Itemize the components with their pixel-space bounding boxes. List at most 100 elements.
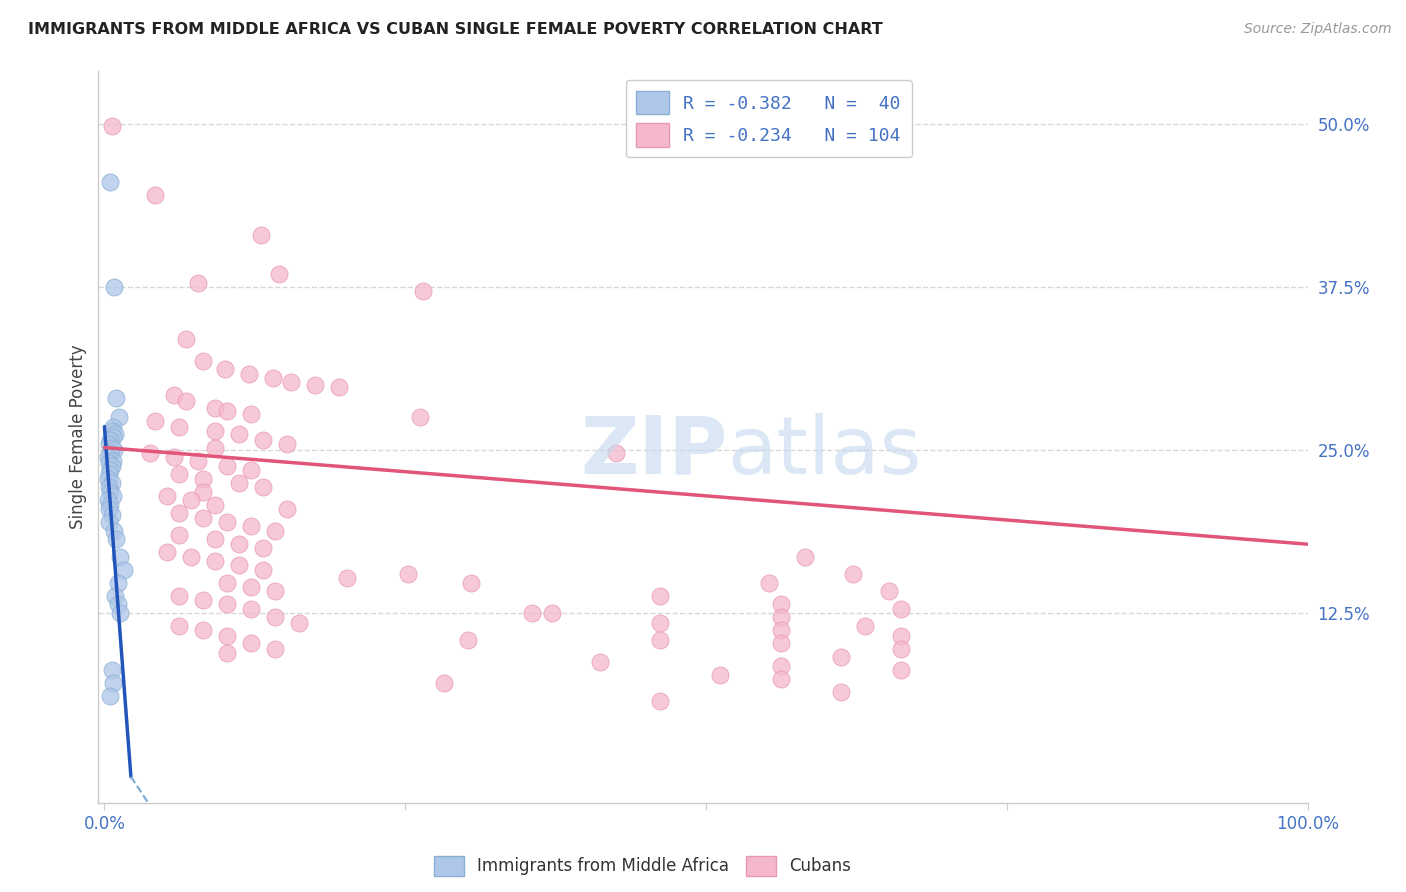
Point xyxy=(276,502,298,516)
Point xyxy=(890,663,912,677)
Point xyxy=(100,175,122,189)
Point xyxy=(187,276,209,290)
Point xyxy=(830,685,852,699)
Point xyxy=(100,458,122,473)
Point xyxy=(191,485,214,500)
Point xyxy=(304,377,326,392)
Point xyxy=(252,480,274,494)
Point xyxy=(101,453,124,467)
Point xyxy=(457,632,479,647)
Point xyxy=(240,636,263,650)
Point xyxy=(187,453,209,467)
Point xyxy=(139,446,162,460)
Point xyxy=(240,580,263,594)
Point xyxy=(100,485,122,500)
Point xyxy=(167,419,190,434)
Point xyxy=(100,498,122,512)
Point xyxy=(252,541,274,555)
Point xyxy=(650,694,672,708)
Point xyxy=(101,419,124,434)
Point xyxy=(217,629,239,643)
Point xyxy=(97,472,120,486)
Point xyxy=(100,463,122,477)
Point xyxy=(217,646,239,660)
Point xyxy=(174,393,197,408)
Point xyxy=(100,433,122,447)
Point xyxy=(98,502,121,516)
Point xyxy=(217,515,239,529)
Point xyxy=(103,280,125,294)
Point xyxy=(163,450,186,464)
Point xyxy=(605,446,627,460)
Point xyxy=(167,619,190,633)
Y-axis label: Single Female Poverty: Single Female Poverty xyxy=(69,345,87,529)
Point xyxy=(204,532,226,546)
Point xyxy=(890,641,912,656)
Point xyxy=(328,380,350,394)
Point xyxy=(650,590,672,604)
Point xyxy=(107,576,129,591)
Point xyxy=(396,567,419,582)
Point xyxy=(101,489,124,503)
Point xyxy=(98,436,121,450)
Point xyxy=(104,427,127,442)
Point xyxy=(100,475,122,490)
Point xyxy=(252,433,274,447)
Point xyxy=(264,641,287,656)
Point xyxy=(104,590,127,604)
Point xyxy=(650,615,672,630)
Point xyxy=(240,407,263,421)
Point xyxy=(97,492,120,507)
Point xyxy=(650,632,672,647)
Point xyxy=(191,472,214,486)
Point xyxy=(238,368,260,382)
Point xyxy=(108,550,131,565)
Point xyxy=(156,489,179,503)
Point xyxy=(853,619,876,633)
Point xyxy=(541,607,564,621)
Point xyxy=(520,607,543,621)
Point xyxy=(264,610,287,624)
Point xyxy=(460,576,482,591)
Point xyxy=(98,515,121,529)
Point xyxy=(103,443,125,458)
Point xyxy=(163,388,186,402)
Point xyxy=(336,571,359,585)
Point xyxy=(100,120,122,134)
Point xyxy=(842,567,865,582)
Point xyxy=(264,584,287,599)
Point xyxy=(108,410,131,425)
Point xyxy=(100,424,122,438)
Point xyxy=(98,467,121,481)
Point xyxy=(276,436,298,450)
Point xyxy=(100,689,122,703)
Point xyxy=(280,376,302,390)
Point xyxy=(228,475,250,490)
Point xyxy=(167,528,190,542)
Point xyxy=(167,506,190,520)
Point xyxy=(758,576,780,591)
Point xyxy=(267,267,290,281)
Point xyxy=(100,663,122,677)
Point xyxy=(217,458,239,473)
Point xyxy=(217,576,239,591)
Point xyxy=(240,602,263,616)
Point xyxy=(214,362,236,376)
Point xyxy=(793,550,815,565)
Point xyxy=(100,446,122,460)
Point xyxy=(240,463,263,477)
Point xyxy=(112,563,135,577)
Point xyxy=(191,624,214,638)
Point xyxy=(769,597,792,611)
Point xyxy=(228,558,250,573)
Point xyxy=(204,498,226,512)
Legend: Immigrants from Middle Africa, Cubans: Immigrants from Middle Africa, Cubans xyxy=(427,850,858,882)
Text: ZIP: ZIP xyxy=(579,413,727,491)
Point xyxy=(204,424,226,438)
Point xyxy=(101,430,124,444)
Point xyxy=(167,467,190,481)
Point xyxy=(830,649,852,664)
Point xyxy=(589,655,612,669)
Point xyxy=(98,456,121,470)
Point xyxy=(105,532,128,546)
